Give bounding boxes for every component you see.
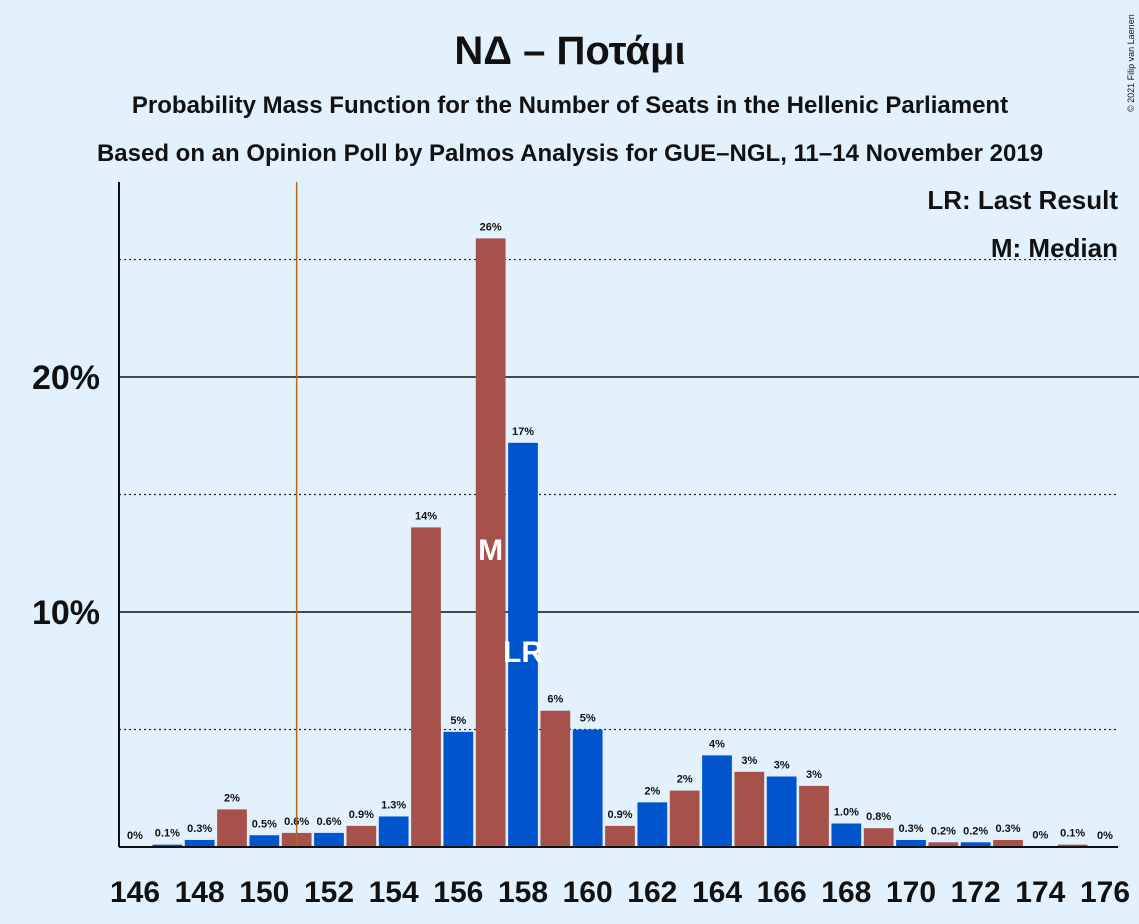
data-label: 0.8% (866, 811, 891, 823)
bar (508, 442, 538, 847)
x-tick-label: 172 (951, 876, 1001, 909)
chart-title: ΝΔ – Ποτάμι (454, 29, 685, 73)
data-label: 0.3% (187, 823, 212, 835)
copyright: © 2021 Filip van Laenen (1126, 14, 1136, 112)
bar (993, 839, 1023, 847)
x-tick-label: 166 (757, 876, 807, 909)
bar (540, 710, 571, 847)
data-label: 3% (741, 755, 757, 767)
data-label: 2% (224, 792, 240, 804)
data-label: 0.5% (252, 818, 277, 830)
bar (152, 844, 183, 847)
x-tick-label: 146 (110, 876, 160, 909)
x-tick-label: 148 (175, 876, 225, 909)
x-tick-label: 176 (1080, 876, 1130, 909)
data-label: 0.1% (1060, 828, 1085, 840)
bar (249, 835, 280, 847)
data-label: 3% (774, 760, 790, 772)
bar (702, 755, 732, 847)
data-label: 26% (480, 221, 502, 233)
data-label: 0% (127, 830, 143, 842)
data-label: 0.3% (898, 823, 923, 835)
bar (960, 842, 991, 847)
bar (605, 825, 635, 847)
legend-text: M: Median (991, 233, 1118, 263)
data-label: 0% (1097, 830, 1113, 842)
data-label: 5% (450, 715, 466, 727)
bar (378, 816, 409, 847)
legend-text: LR: Last Result (927, 185, 1118, 215)
bar (1057, 844, 1088, 847)
bar (443, 731, 474, 847)
bar (928, 842, 959, 847)
bar (475, 238, 506, 848)
data-label: 0.1% (155, 828, 180, 840)
chart-subtitle: Based on an Opinion Poll by Palmos Analy… (97, 140, 1043, 167)
x-tick-label: 168 (821, 876, 871, 909)
data-label: 0.6% (316, 816, 341, 828)
chart-subtitle: Probability Mass Function for the Number… (132, 92, 1008, 119)
bar (669, 790, 700, 847)
data-label: 1.3% (381, 799, 406, 811)
bar (572, 729, 603, 847)
y-tick-label: 10% (32, 594, 100, 632)
bar (217, 809, 247, 847)
x-tick-label: 152 (304, 876, 354, 909)
data-label: 5% (580, 713, 596, 725)
bar (734, 771, 765, 847)
x-tick-label: 170 (886, 876, 936, 909)
bar (637, 802, 668, 847)
data-label: 6% (547, 694, 563, 706)
bar (314, 832, 344, 847)
x-tick-label: 174 (1015, 876, 1065, 909)
x-tick-label: 162 (627, 876, 677, 909)
data-label: 0.9% (607, 809, 632, 821)
bar (896, 839, 926, 847)
data-label: 14% (415, 510, 437, 522)
bar (766, 776, 797, 847)
data-label: 3% (806, 769, 822, 781)
data-label: 0% (1032, 830, 1048, 842)
bar (411, 527, 441, 847)
bar (346, 825, 377, 847)
data-label: 1.0% (834, 807, 859, 819)
y-tick-label: 20% (32, 359, 100, 397)
x-tick-label: 164 (692, 876, 742, 909)
data-label: 0.2% (963, 825, 988, 837)
x-tick-label: 160 (563, 876, 613, 909)
bar (799, 785, 829, 847)
data-label: 4% (709, 738, 725, 750)
x-tick-label: 154 (369, 876, 419, 909)
bar (831, 823, 862, 847)
x-tick-label: 150 (239, 876, 289, 909)
data-label: 0.3% (995, 823, 1020, 835)
x-tick-label: 158 (498, 876, 548, 909)
data-label: 2% (644, 785, 660, 797)
last-result-marker: LR (503, 636, 543, 669)
bar (184, 839, 215, 847)
data-label: 17% (512, 426, 534, 438)
median-marker: M (478, 534, 503, 567)
bar (863, 828, 894, 847)
data-label: 0.9% (349, 809, 374, 821)
data-label: 0.2% (931, 825, 956, 837)
data-label: 2% (677, 774, 693, 786)
x-tick-label: 156 (433, 876, 483, 909)
